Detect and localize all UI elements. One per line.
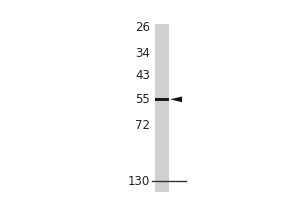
Text: 34: 34 xyxy=(135,47,150,60)
Bar xyxy=(154,98,169,101)
Bar xyxy=(154,24,169,192)
Polygon shape xyxy=(170,97,182,102)
Text: 43: 43 xyxy=(135,69,150,82)
Text: 55: 55 xyxy=(135,93,150,106)
Text: 26: 26 xyxy=(135,21,150,34)
Text: 130: 130 xyxy=(128,175,150,188)
Text: 72: 72 xyxy=(135,119,150,132)
